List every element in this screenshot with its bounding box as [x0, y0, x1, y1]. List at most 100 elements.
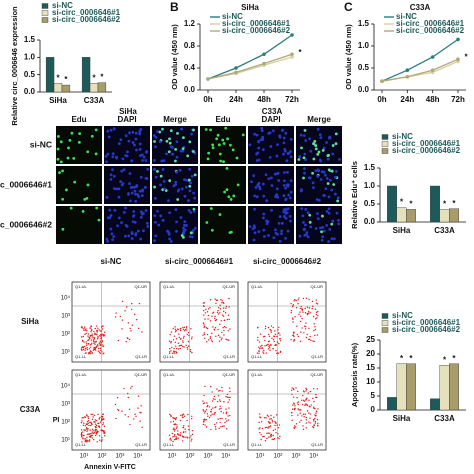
event	[314, 417, 316, 420]
event	[302, 399, 305, 402]
event	[292, 396, 295, 398]
event	[278, 437, 280, 440]
column-label: DAPI	[261, 115, 280, 124]
event	[271, 438, 273, 440]
cell	[304, 139, 308, 142]
event	[206, 333, 209, 336]
event	[222, 327, 224, 329]
event	[102, 345, 105, 347]
cell	[316, 174, 320, 178]
event	[220, 425, 222, 428]
event	[182, 345, 184, 348]
event	[261, 347, 264, 349]
x-tick-label: SiHa	[49, 96, 67, 105]
event	[214, 412, 217, 414]
event	[80, 422, 83, 424]
event	[97, 335, 99, 338]
event	[314, 414, 316, 416]
y-tick-label: 10³	[61, 402, 70, 408]
cell	[303, 152, 307, 156]
cell	[192, 209, 196, 213]
cell	[117, 195, 121, 199]
event	[293, 340, 295, 342]
cell	[112, 187, 116, 191]
cell	[316, 152, 320, 156]
event	[315, 299, 317, 301]
event	[186, 436, 188, 438]
event	[94, 434, 97, 437]
event	[220, 338, 223, 341]
event	[190, 440, 192, 442]
event	[93, 421, 95, 423]
y-tick-label: 10¹	[61, 350, 70, 356]
event	[219, 336, 221, 338]
cell	[255, 195, 259, 199]
event	[180, 432, 182, 434]
cell	[283, 215, 286, 218]
event	[227, 401, 229, 403]
event	[82, 335, 85, 338]
cell	[137, 195, 141, 198]
cell	[188, 184, 192, 188]
cell	[156, 209, 159, 213]
cell	[106, 240, 110, 243]
cell	[262, 228, 266, 232]
cell	[126, 150, 129, 154]
event	[174, 423, 176, 426]
cell	[326, 157, 330, 161]
cell	[278, 135, 282, 139]
cell	[134, 192, 137, 196]
cell	[139, 154, 142, 158]
event	[302, 311, 304, 313]
event	[312, 340, 314, 342]
quadrant-label: Q1-LL	[75, 442, 87, 447]
cell	[236, 183, 240, 187]
column-label: Edu	[215, 115, 230, 124]
event	[205, 308, 207, 311]
event	[191, 433, 194, 436]
event	[175, 350, 177, 353]
event	[273, 335, 276, 338]
cell	[78, 132, 82, 136]
event	[95, 341, 97, 343]
cell	[192, 191, 196, 195]
event	[185, 327, 188, 329]
event	[170, 421, 172, 423]
cell	[265, 199, 269, 202]
column-label: si-NC	[101, 257, 122, 266]
event	[264, 339, 266, 342]
event	[299, 311, 301, 313]
event	[313, 424, 315, 427]
event	[185, 326, 188, 328]
flow-plot	[159, 281, 239, 363]
legend-swatch	[381, 327, 389, 333]
annotation: *	[400, 198, 404, 207]
event	[121, 410, 123, 412]
cell	[219, 159, 223, 163]
cell	[188, 167, 192, 171]
event	[218, 306, 220, 309]
event	[93, 337, 96, 339]
cell	[325, 141, 328, 144]
cell	[265, 219, 269, 223]
event	[221, 300, 224, 302]
event	[175, 347, 178, 350]
event	[87, 417, 90, 420]
event	[170, 341, 172, 343]
annotation: *	[92, 73, 96, 82]
event	[90, 343, 92, 346]
event	[177, 433, 179, 435]
cell	[161, 218, 165, 222]
event	[274, 424, 276, 427]
cell	[112, 235, 116, 238]
cell	[225, 188, 229, 192]
event	[310, 404, 312, 406]
event	[261, 344, 263, 347]
event	[204, 385, 206, 388]
event	[309, 413, 312, 415]
event	[187, 340, 190, 343]
event	[302, 394, 304, 397]
event	[185, 344, 187, 346]
event	[262, 351, 264, 353]
event	[316, 334, 319, 336]
